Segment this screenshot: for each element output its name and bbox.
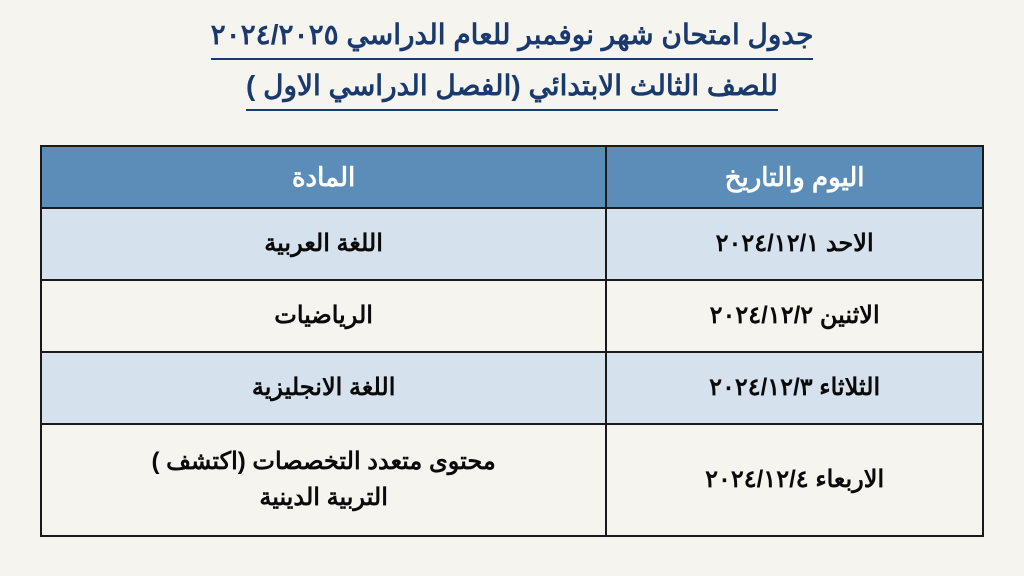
table-row: الاربعاء ٢٠٢٤/١٢/٤محتوى متعدد التخصصات (… bbox=[41, 424, 983, 536]
header-date: اليوم والتاريخ bbox=[606, 146, 983, 208]
cell-subject: اللغة العربية bbox=[41, 208, 606, 280]
table-row: الثلاثاء ٢٠٢٤/١٢/٣اللغة الانجليزية bbox=[41, 352, 983, 424]
cell-date: الاثنين ٢٠٢٤/١٢/٢ bbox=[606, 280, 983, 352]
title-line-2: للصف الثالث الابتدائي (الفصل الدراسي الا… bbox=[246, 66, 778, 111]
cell-subject: الرياضيات bbox=[41, 280, 606, 352]
table-row: الاحد ٢٠٢٤/١٢/١اللغة العربية bbox=[41, 208, 983, 280]
table-row: الاثنين ٢٠٢٤/١٢/٢الرياضيات bbox=[41, 280, 983, 352]
cell-date: الثلاثاء ٢٠٢٤/١٢/٣ bbox=[606, 352, 983, 424]
table-header-row: اليوم والتاريخ المادة bbox=[41, 146, 983, 208]
cell-date: الاحد ٢٠٢٤/١٢/١ bbox=[606, 208, 983, 280]
title-line-1: جدول امتحان شهر نوفمبر للعام الدراسي ٢٠٢… bbox=[211, 15, 814, 60]
cell-date: الاربعاء ٢٠٢٤/١٢/٤ bbox=[606, 424, 983, 536]
schedule-table: اليوم والتاريخ المادة الاحد ٢٠٢٤/١٢/١الل… bbox=[40, 145, 984, 537]
cell-subject: اللغة الانجليزية bbox=[41, 352, 606, 424]
cell-subject: محتوى متعدد التخصصات (اكتشف )التربية الد… bbox=[41, 424, 606, 536]
header-subject: المادة bbox=[41, 146, 606, 208]
title-block: جدول امتحان شهر نوفمبر للعام الدراسي ٢٠٢… bbox=[40, 15, 984, 117]
table-body: الاحد ٢٠٢٤/١٢/١اللغة العربيةالاثنين ٢٠٢٤… bbox=[41, 208, 983, 536]
